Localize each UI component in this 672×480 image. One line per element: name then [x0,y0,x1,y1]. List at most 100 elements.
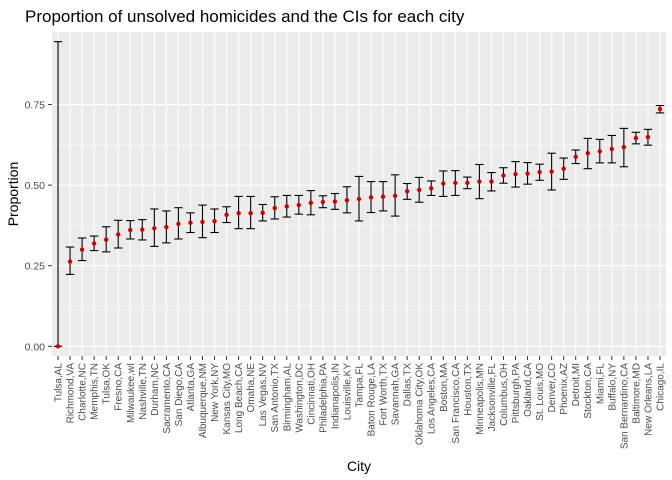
point [549,169,554,174]
point [368,195,374,200]
x-tick-label: Detroit,MI [571,363,582,406]
x-tick-label: Fresno,CA [114,363,125,411]
grid-lines [52,32,666,356]
x-tick-label: Louisville,KY [342,363,353,421]
point [332,199,338,204]
point [597,149,602,154]
x-tick-label: Kansas City,MO [222,363,233,435]
x-tick-label: Denver,CO [547,363,558,413]
x-tick-label: Chicago,IL [655,363,666,411]
y-tick-label: 0.50 [25,180,46,192]
x-tick-label: New Orleans,LA [643,363,654,436]
x-tick-label: Indianapolis,IN [330,363,341,429]
y-axis-label: Proportion [5,162,21,227]
x-tick-label: Tampa,FL [355,363,366,408]
point [621,144,627,150]
x-tick-label: Los Angeles,CA [427,363,438,434]
point [416,187,422,193]
point [525,171,530,176]
point [212,219,217,224]
point [344,198,350,203]
y-axis: 0.00 0.25 0.50 0.75 [25,100,52,353]
x-tick-label: San Antonio,TX [270,363,281,433]
point [429,186,434,191]
x-tick-label: Miami,FL [595,363,606,405]
x-tick-label: San Bernardino,CA [619,363,630,449]
point [392,193,398,198]
point [320,199,326,205]
point [657,106,663,112]
point [453,180,458,186]
x-tick-label: Nashville,TN [138,363,149,420]
x-tick-label: San Diego,CA [174,363,185,427]
point [633,135,639,141]
x-tick-label: Memphis,TN [90,363,101,420]
point [404,189,410,194]
x-tick-label: Washington,DC [294,363,305,433]
x-tick-label: Stockton,CA [583,363,594,419]
x-tick-label: Pittsburgh,PA [511,363,522,424]
x-tick-label: Long Beach,CA [234,363,245,433]
point [200,219,205,225]
x-tick-label: Milwaukee,wI [126,363,137,423]
x-tick-label: San Francisco,CA [451,363,462,444]
point [609,146,615,152]
point [152,226,157,231]
x-tick-label: Baton Rouge,LA [367,363,378,437]
x-tick-label: Las Vegas,NV [258,363,269,427]
point [380,194,386,199]
point [67,259,73,264]
point [236,210,241,216]
y-tick-label: 0.00 [25,341,46,353]
point [128,227,133,233]
x-tick-label: Houston,TX [463,363,474,416]
x-tick-label: Dallas,TX [403,363,414,407]
point [55,344,61,349]
chart-title: Proportion of unsolved homicides and the… [25,7,465,26]
x-tick-label: Birmingham,AL [282,363,293,432]
x-tick-label: Sacramento,CA [162,363,173,434]
x-tick-label: Durham,NC [150,363,161,416]
x-tick-label: Cincinnati,OH [306,363,317,425]
point [140,227,145,232]
x-tick-label: Omaha,NE [246,363,257,413]
x-tick-label: Phoenix,AZ [559,363,570,415]
point [501,173,506,178]
x-tick-label: Fort Worth,TX [379,363,390,426]
x-tick-label: Boston,MA [439,363,450,412]
x-tick-label: New York,NY [210,363,221,422]
point [561,166,566,171]
point [248,210,253,216]
point [188,220,193,226]
point [537,170,542,175]
x-tick-label: Baltimore,MD [631,363,642,424]
x-tick-label: Atlanta,GA [186,363,197,412]
point [441,181,446,186]
point [513,171,518,177]
x-tick-label: Savannah,GA [391,363,402,426]
point [573,154,578,159]
point [260,210,265,216]
point [272,205,277,211]
point [103,237,109,242]
x-tick-label: Richmond,VA [66,363,77,424]
point [645,134,651,140]
x-tick-label: Oklahoma City,OK [415,363,426,445]
point [296,202,302,208]
point [91,241,97,246]
x-tick-label: Albuquerque,NM [198,363,209,438]
point [224,212,229,217]
x-tick-label: Buffalo,NY [607,363,618,411]
point [308,200,314,206]
point [164,224,169,230]
x-tick-label: St. Louis,MO [535,363,546,421]
point-estimates [55,106,663,349]
point [79,247,85,252]
point [489,179,494,184]
x-tick-label: Charlotte,NC [78,363,89,421]
x-tick-label: Philadelphia,PA [318,363,329,433]
point [465,180,470,186]
x-axis: Tulsa,AL Richmond,VA Charlotte,NC Memphis,T… [54,356,666,449]
x-tick-label: Tulsa,AL [54,363,65,403]
